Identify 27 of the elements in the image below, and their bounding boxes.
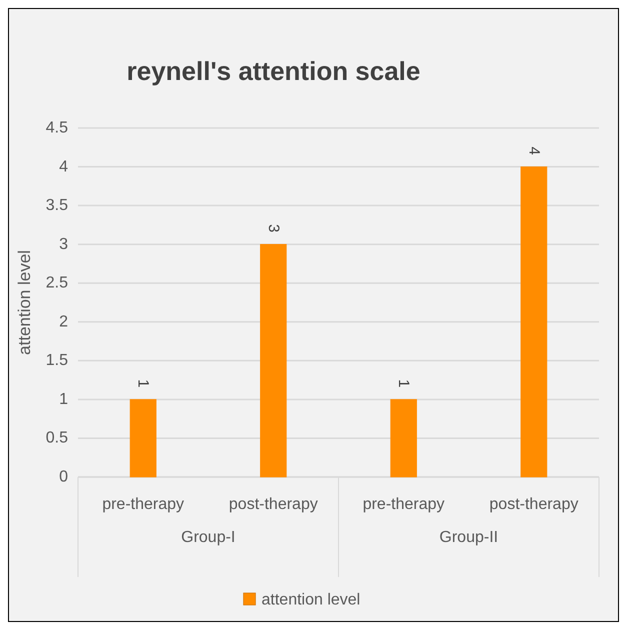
y-axis-title: attention level [15,250,34,355]
y-tick-label: 2 [59,313,68,330]
bar [260,244,287,478]
y-tick-label: 3 [59,236,68,253]
y-tick-label: 0.5 [46,430,68,447]
y-tick-label: 1 [59,390,68,408]
y-tick-label: 1.5 [46,352,68,370]
chart-title: reynell's attention scale [126,56,420,86]
bar [520,166,548,478]
x-tick-label: post-therapy [228,496,318,513]
data-label: 1 [134,379,152,388]
y-tick-label: 4.5 [46,120,68,136]
y-tick-label: 4 [59,158,68,176]
text: Group-I [181,529,236,546]
bar [130,399,156,478]
legend-label: attention level [262,592,360,608]
bar [390,399,417,478]
y-tick-label: 0 [59,468,68,486]
x-tick-label: post-therapy [489,496,578,513]
text: Group-II [439,529,498,546]
x-tick-label: pre-therapy [362,496,445,513]
x-tick-label: pre-therapy [102,496,184,513]
data-label: 4 [525,146,542,155]
y-tick-label: 3.5 [46,197,68,214]
y-tick-label: 2.5 [46,274,68,292]
data-label: 3 [264,224,282,233]
data-label: 1 [395,379,412,388]
